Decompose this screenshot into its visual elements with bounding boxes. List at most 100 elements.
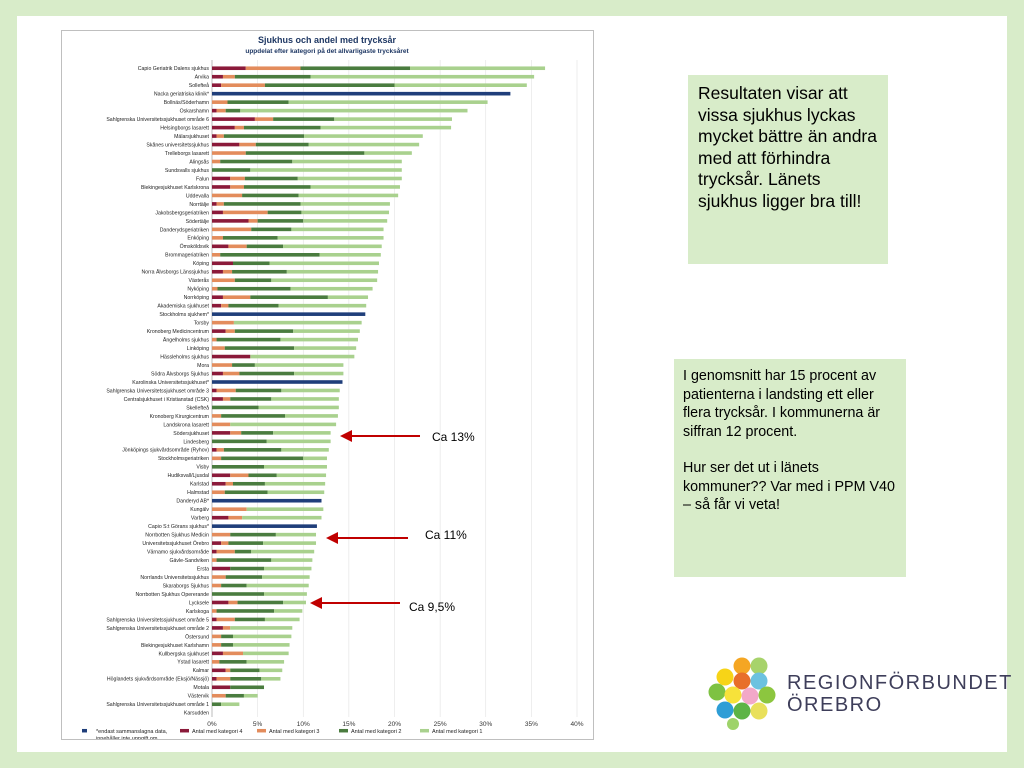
bar-kat3 <box>228 515 243 520</box>
category-label: Akademiska sjukhuset <box>157 304 209 310</box>
bar-kat2 <box>237 600 284 605</box>
category-label: Östersund <box>185 633 209 640</box>
category-label: Falun <box>196 176 209 182</box>
category-label: Köping <box>193 261 209 267</box>
category-label: Norrtälje <box>189 202 209 208</box>
bar-kat3 <box>212 532 231 537</box>
bar-kat3 <box>212 151 246 155</box>
chart-title: Sjukhus och andel med trycksår <box>258 35 397 45</box>
bar-kat1 <box>303 219 388 223</box>
bar-kat2 <box>222 236 278 240</box>
category-label: Ystad lasarett <box>177 660 209 666</box>
bar-kat3 <box>212 363 233 367</box>
bar-kat2 <box>216 558 272 562</box>
x-tick-label: 0% <box>207 721 217 728</box>
bar-kat4 <box>212 668 226 673</box>
bar-kat3 <box>216 617 235 622</box>
bar-kat3 <box>212 693 226 698</box>
bar-kat1 <box>277 236 384 240</box>
category-label: Lindesberg <box>183 439 209 445</box>
bar-kat1 <box>334 117 452 121</box>
bar-kat1 <box>246 583 309 588</box>
bar-kat3 <box>216 108 226 113</box>
bar-kat3 <box>212 609 217 613</box>
legend-swatch <box>82 728 87 733</box>
category-label: Höglandets sjukvårdsområde (Eksjö/Nässjö… <box>107 676 209 683</box>
category-label: Trelleborgs lasarett <box>165 151 210 157</box>
bar-kat2 <box>232 269 287 274</box>
bar-kat2 <box>234 278 272 283</box>
bar-kat2 <box>228 541 264 545</box>
bar-kat2 <box>230 532 276 537</box>
arrow-head-13 <box>340 430 352 442</box>
category-label: Oskarshamn <box>180 109 210 115</box>
bar-kat1 <box>310 74 535 79</box>
category-label: Kalmar <box>193 668 210 674</box>
bar-kat3 <box>216 202 224 206</box>
bar-kat2 <box>234 617 265 622</box>
x-tick-label: 35% <box>525 721 538 728</box>
bar-kat4 <box>212 431 231 435</box>
bar-kat1 <box>271 558 313 562</box>
bar-kat2 <box>221 414 285 418</box>
chart-panel: Sjukhus och andel med trycksår uppdelat … <box>61 30 594 740</box>
bar-kat2 <box>227 100 289 104</box>
bar-kat1 <box>276 473 327 478</box>
bar-kat3 <box>212 456 222 461</box>
bar-kat1 <box>262 575 310 579</box>
bar-kat3 <box>228 600 238 605</box>
bar-kat3 <box>222 651 244 656</box>
category-label: Hässleholms sjukhus <box>160 354 209 360</box>
category-label: Torsby <box>194 321 210 327</box>
bar-kat1 <box>261 677 281 681</box>
bar-kat2 <box>223 448 282 452</box>
bar-kat1 <box>298 193 399 198</box>
category-label: Kullbergska sjukhuset <box>159 651 210 657</box>
arrow-head-11 <box>326 532 338 544</box>
bar-kat4 <box>212 549 217 554</box>
category-label: Hudiksvall/Ljusdal <box>167 473 209 479</box>
bar-kat4 <box>212 295 223 299</box>
bar-kat4 <box>212 219 249 223</box>
bar-kat2 <box>300 66 411 71</box>
bar-kat2 <box>246 244 284 249</box>
bar-kat2 <box>230 566 265 571</box>
bar-kat1 <box>300 202 390 206</box>
category-label: Uddevalla <box>186 193 209 199</box>
bar-kat1 <box>251 549 315 554</box>
category-label: Skellefteå <box>186 404 209 411</box>
bar-kat3 <box>222 74 235 79</box>
logo-wordmark: REGIONFÖRBUNDET ÖREBRO <box>787 672 1013 716</box>
category-label: Norrlands Universitetssjukhus <box>140 575 209 581</box>
x-tick-label: 25% <box>434 721 447 728</box>
bar-kat3 <box>230 176 245 181</box>
bar-kat2 <box>251 227 292 232</box>
category-label: Halmstad <box>187 490 209 496</box>
bar-kat2 <box>212 465 265 469</box>
bar-kat4 <box>212 210 223 215</box>
category-label: Södra Älvsborgs Sjukhus <box>151 370 209 377</box>
bar-kat3 <box>212 660 220 664</box>
bar-kat3 <box>245 66 301 71</box>
bar-kat4 <box>212 481 226 486</box>
category-label: Lycksele <box>189 600 209 606</box>
bar-kat2 <box>234 74 311 79</box>
category-label: Jakobsbergsgeriatriken <box>155 210 209 216</box>
bar-kat4 <box>212 566 231 571</box>
average-text: I genomsnitt har 15 procent av patienter… <box>683 368 881 440</box>
category-label: Danderyd AB* <box>176 499 209 505</box>
bar-kat4 <box>212 329 226 333</box>
legend-swatch <box>339 728 348 733</box>
bar-kat1 <box>280 337 358 342</box>
category-label: Skånes universitetssjukhus <box>146 141 209 148</box>
bar-kat3 <box>221 303 229 308</box>
bar-kat1 <box>273 431 331 435</box>
legend-label: Antal med kategori 3 <box>269 729 319 735</box>
bar-kat2 <box>232 261 270 266</box>
category-label: Karlstad <box>190 482 209 488</box>
bar-kat3 <box>212 236 223 240</box>
bar-kat1 <box>293 329 360 333</box>
bar-kat1 <box>232 634 292 639</box>
bar-kat4 <box>212 142 240 147</box>
bar-aggregate <box>212 312 366 316</box>
